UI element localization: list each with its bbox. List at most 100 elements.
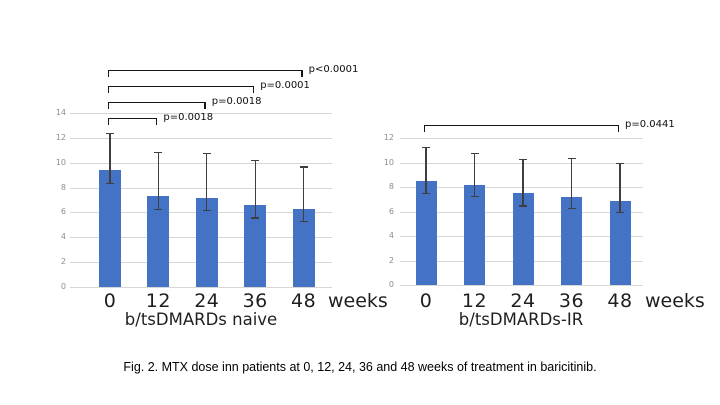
error-bar [303,166,305,222]
bar [292,208,315,287]
p-value-label: p=0.0018 [163,112,214,123]
y-axis-tick-label: 4 [388,231,394,240]
x-axis-category-label: 12 [145,290,171,312]
error-bar-cap-bottom [422,193,430,195]
y-axis-tick-label: 10 [383,157,394,167]
error-bar-cap-top [470,152,479,154]
bar [512,193,534,285]
error-bar [254,160,256,218]
p-value-label: p=0.0001 [260,80,310,91]
error-bar-cap-top [299,166,308,168]
error-bar-cap-top [422,146,430,148]
figure-caption: Fig. 2. MTX dose inn patients at 0, 12, … [123,360,597,374]
error-bar-cap-top [519,158,527,161]
gridline [400,187,643,188]
p-value-label: p<0.0001 [308,64,359,75]
gridline [400,285,643,286]
y-axis-tick-label: 12 [55,132,66,142]
error-bar-cap-top [202,152,211,155]
significance-bracket-tick-right [617,125,619,132]
error-bar-cap-bottom [616,211,624,213]
gridline [400,162,643,164]
significance-bracket-line [108,70,303,72]
x-axis-category-label: 48 [607,290,633,312]
x-axis-category-label: 48 [291,290,317,312]
x-axis-category-label: 0 [103,290,117,312]
significance-bracket-tick-left [108,118,110,125]
x-axis-category-label: 36 [558,290,585,312]
bar [464,184,485,285]
significance-bracket-line [108,86,255,88]
bar [244,205,267,287]
significance-bracket-tick-left [424,125,426,132]
bar [99,170,121,287]
y-axis-tick-label: 14 [55,108,66,117]
chart-group-label: b/tsDMARDs naive [124,310,278,329]
x-axis-category-label: 24 [194,290,220,312]
p-value-label: p=0.0441 [625,119,675,130]
error-bar-cap-top [106,132,114,135]
x-axis-category-label: 0 [419,290,433,312]
significance-bracket-tick-right [301,70,303,77]
error-bar-cap-top [154,151,163,153]
significance-bracket-tick-right [204,102,206,109]
significance-bracket-line [108,102,206,104]
x-axis-category-label: 24 [510,290,536,312]
y-axis-tick-label: 6 [60,207,66,217]
x-axis-unit-label: weeks [328,290,388,312]
bar [195,197,218,287]
bar [609,200,631,285]
y-axis-tick-label: 6 [388,206,394,216]
significance-bracket-tick-right [156,118,158,125]
y-axis-tick-label: 2 [388,255,394,265]
y-axis-tick-label: 10 [55,157,66,167]
error-bar [206,152,208,210]
significance-bracket-tick-right [252,86,255,93]
error-bar-cap-bottom [202,209,211,212]
error-bar-cap-top [251,160,260,162]
error-bar [157,151,160,209]
y-axis-tick-label: 0 [60,282,66,291]
error-bar-cap-bottom [299,221,308,223]
y-axis-tick-label: 2 [60,257,66,267]
significance-bracket-tick-left [108,102,110,109]
x-axis-category-label: 36 [242,290,268,312]
error-bar [473,152,476,196]
gridline [400,138,643,139]
p-value-label: p=0.0018 [211,96,262,107]
gridline [70,187,332,189]
significance-bracket-line [424,125,619,127]
bar [561,196,582,285]
error-bar-cap-bottom [106,182,114,184]
y-axis-tick-label: 4 [60,232,66,242]
gridline [70,113,332,114]
error-bar-cap-bottom [251,217,260,219]
chart-group-label: b/tsDMARDs-IR [458,310,584,329]
gridline [70,137,332,139]
error-bar-cap-bottom [470,195,479,197]
y-axis-tick-label: 12 [383,133,394,142]
y-axis-tick-label: 0 [388,280,394,289]
error-bar [619,162,621,212]
significance-bracket-tick-left [108,70,110,77]
gridline [70,287,332,288]
significance-bracket-tick-left [108,86,110,93]
bar [147,196,170,287]
error-bar-cap-bottom [154,208,163,210]
x-axis-unit-label: weeks [645,290,705,312]
error-bar-cap-bottom [567,207,576,210]
error-bar [109,132,111,183]
error-bar [522,158,524,206]
error-bar-cap-top [616,162,624,164]
error-bar-cap-bottom [519,205,527,207]
y-axis-tick-label: 8 [60,182,66,192]
y-axis-tick-label: 8 [388,182,394,191]
error-bar-cap-top [567,157,576,159]
x-axis-category-label: 12 [461,290,488,312]
error-bar [425,146,427,194]
significance-bracket-line [108,118,158,120]
error-bar [570,157,573,208]
